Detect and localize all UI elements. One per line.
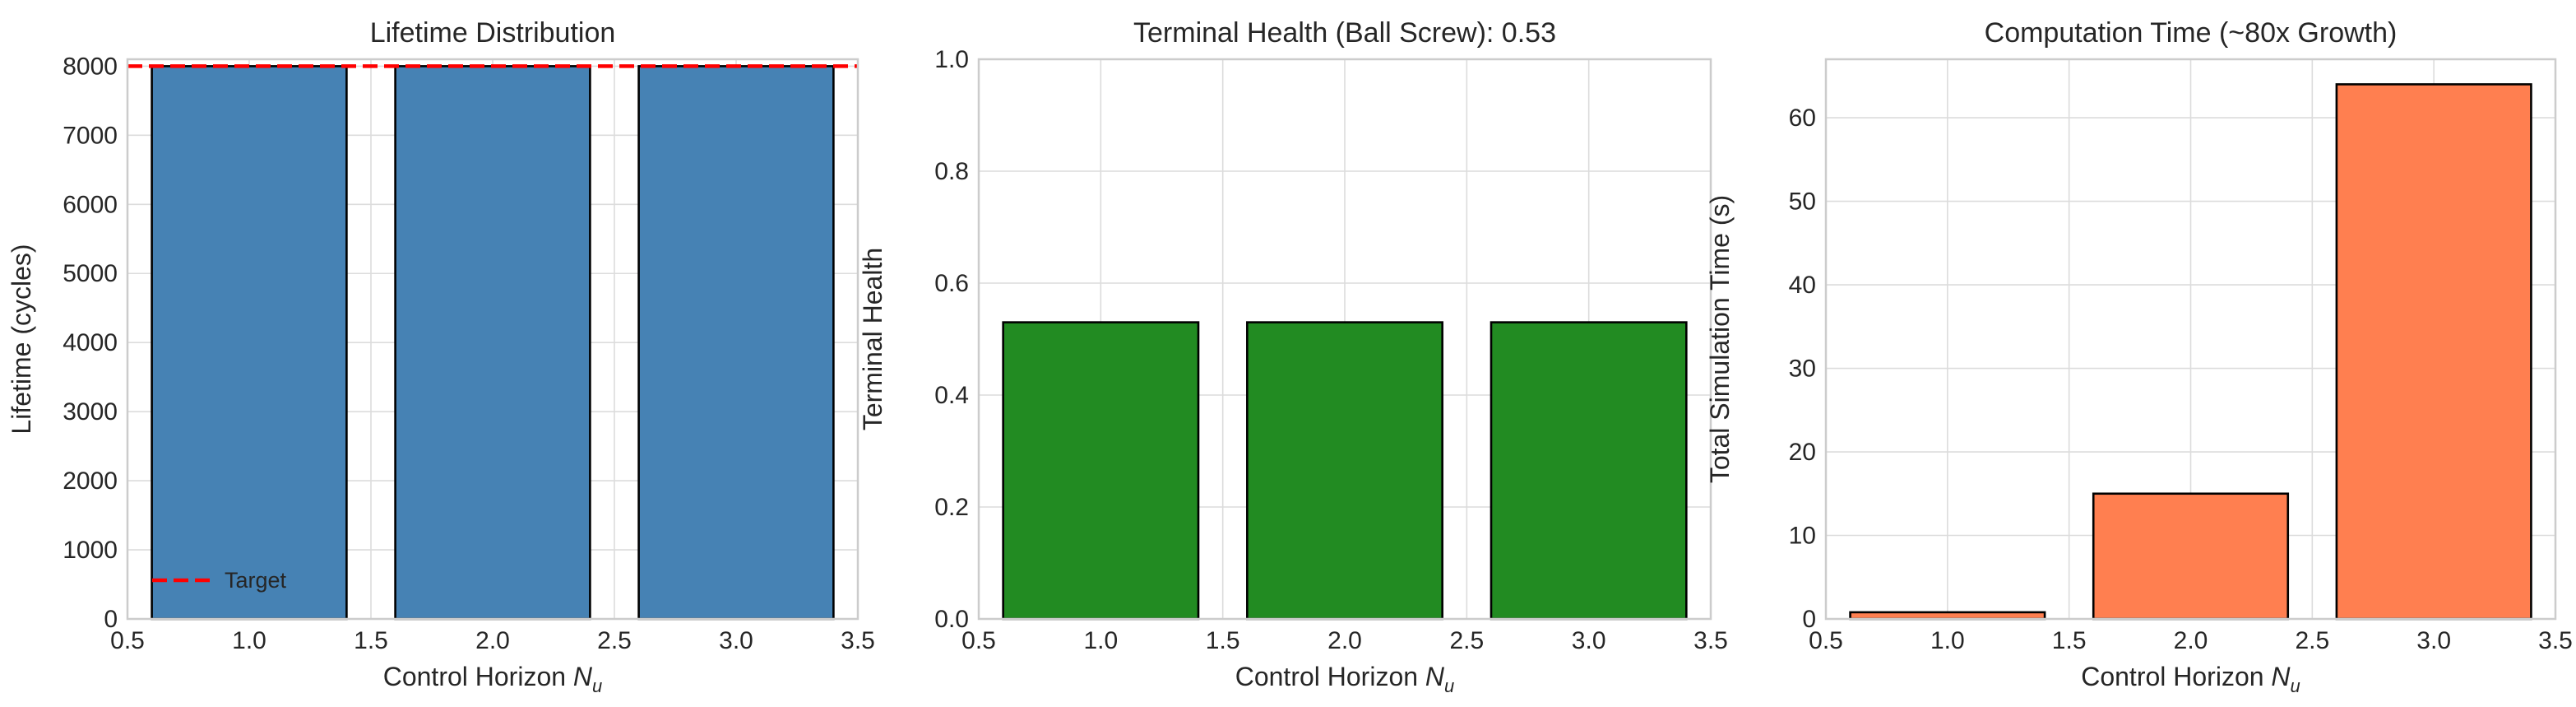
x-axis-label: Control Horizon Nu bbox=[383, 662, 603, 696]
bar bbox=[2335, 83, 2532, 621]
y-tick-label: 10 bbox=[1789, 523, 1816, 550]
x-tick-label: 3.0 bbox=[719, 627, 753, 654]
y-tick-label: 0.0 bbox=[934, 606, 969, 633]
terminal-health-panel: 0.5 1.0 1.5 2.0 2.5 3.0 3.50.00.20.40.60.81.0 … bbox=[858, 17, 1728, 696]
y-axis-label: Total Simulation Time (s) bbox=[1705, 195, 1735, 483]
y-tick-label: 40 bbox=[1789, 272, 1816, 299]
plot-frame bbox=[977, 58, 1712, 621]
y-tick-label: 0 bbox=[104, 606, 118, 633]
x-tick-label: 1.0 bbox=[232, 627, 266, 654]
bar bbox=[1246, 321, 1443, 621]
x-tick-label: 2.5 bbox=[2295, 627, 2329, 654]
bar bbox=[394, 65, 591, 621]
y-tick-label: 0.8 bbox=[934, 158, 969, 185]
y-tick-label: 1000 bbox=[63, 537, 118, 564]
y-tick-label: 4000 bbox=[63, 329, 118, 356]
panel-title: Terminal Health (Ball Screw): 0.53 bbox=[1133, 17, 1556, 49]
x-tick-label: 1.5 bbox=[1206, 627, 1240, 654]
y-tick-label: 0 bbox=[1802, 606, 1816, 633]
y-tick-label: 50 bbox=[1789, 188, 1816, 216]
x-tick-label: 1.5 bbox=[2052, 627, 2087, 654]
bar bbox=[1490, 321, 1688, 621]
x-tick-label: 2.5 bbox=[1449, 627, 1484, 654]
panel-title: Lifetime Distribution bbox=[370, 17, 616, 49]
x-axis-label: Control Horizon Nu bbox=[1235, 662, 1455, 696]
y-tick-label: 8000 bbox=[63, 53, 118, 80]
bar bbox=[151, 65, 348, 621]
y-axis-label: Lifetime (cycles) bbox=[7, 244, 36, 434]
lifetime-distribution-panel: 0.5 1.0 1.5 2.0 2.5 3.0 3.5 0 1000 2000 3000 4000 50… bbox=[7, 17, 875, 696]
x-tick-label: 1.0 bbox=[1083, 627, 1118, 654]
y-tick-label: 20 bbox=[1789, 439, 1816, 466]
y-axis-label: Terminal Health bbox=[858, 248, 887, 430]
plot-frame bbox=[1824, 58, 2557, 621]
computation-time-panel: 0.5 1.0 1.5 2.0 2.5 3.0 3.5 0 10 20 30 40 50 60 Compu… bbox=[1705, 17, 2573, 696]
legend: Target bbox=[152, 568, 287, 593]
y-tick-label: 5000 bbox=[63, 260, 118, 287]
y-tick-label: 3000 bbox=[63, 398, 118, 426]
x-tick-label: 3.0 bbox=[1572, 627, 1606, 654]
x-tick-label: 2.0 bbox=[1327, 627, 1362, 654]
x-axis-label: Control Horizon Nu bbox=[2081, 662, 2300, 696]
x-tick-label: 0.5 bbox=[1809, 627, 1843, 654]
x-tick-label: 2.0 bbox=[475, 627, 510, 654]
y-tick-label: 0.4 bbox=[934, 382, 969, 409]
bar bbox=[637, 65, 835, 621]
x-tick-label: 0.5 bbox=[110, 627, 145, 654]
y-tick-label: 30 bbox=[1789, 356, 1816, 383]
y-tick-label: 0.6 bbox=[934, 270, 969, 297]
y-tick-label: 1.0 bbox=[934, 46, 969, 73]
x-tick-label: 0.5 bbox=[961, 627, 996, 654]
x-tick-label: 1.5 bbox=[354, 627, 388, 654]
x-tick-label: 3.5 bbox=[1693, 627, 1728, 654]
x-tick-label: 2.0 bbox=[2174, 627, 2208, 654]
x-tick-label: 3.5 bbox=[2538, 627, 2573, 654]
bar bbox=[2092, 492, 2290, 621]
y-tick-label: 60 bbox=[1789, 105, 1816, 132]
x-tick-label: 2.5 bbox=[597, 627, 632, 654]
x-tick-label: 3.0 bbox=[2416, 627, 2451, 654]
panel-title: Computation Time (~80x Growth) bbox=[1985, 17, 2398, 49]
plot-frame bbox=[126, 58, 859, 621]
legend-target-label: Target bbox=[225, 568, 287, 593]
x-tick-label: 1.0 bbox=[1930, 627, 1965, 654]
y-tick-label: 7000 bbox=[63, 122, 118, 149]
y-tick-label: 0.2 bbox=[934, 494, 969, 521]
y-tick-label: 6000 bbox=[63, 191, 118, 218]
y-tick-label: 2000 bbox=[63, 467, 118, 495]
x-tick-label: 3.5 bbox=[841, 627, 875, 654]
bar bbox=[1002, 321, 1200, 621]
